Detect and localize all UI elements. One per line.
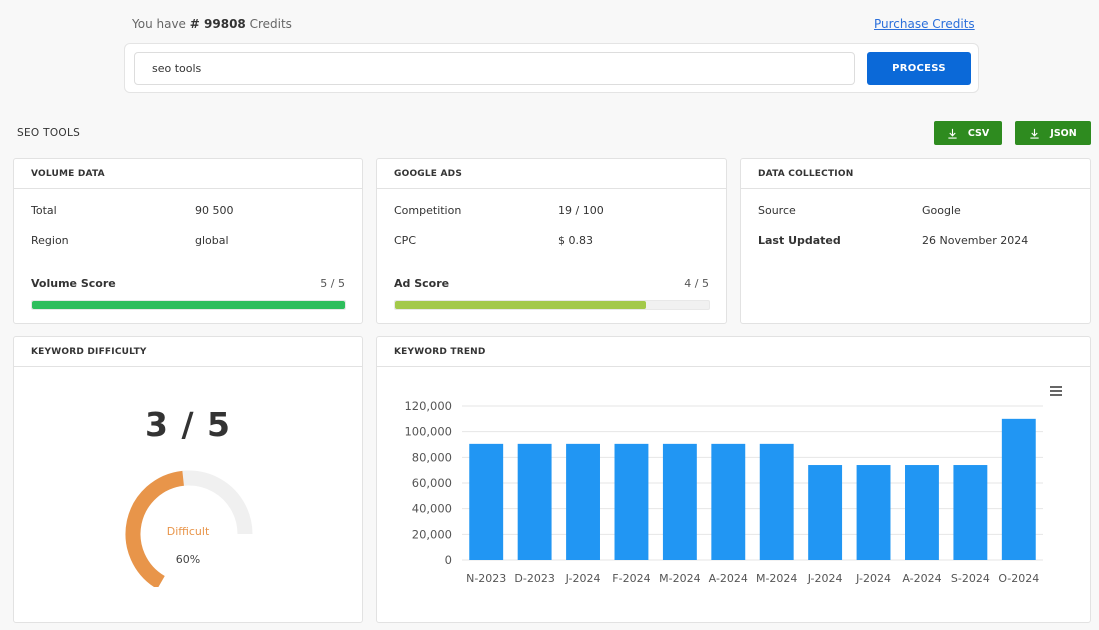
keyword-trend-chart: 0 20,000 40,000 60,000 80,000 100,000 120,000 N… bbox=[404, 399, 1043, 585]
y-tick-label: 40,000 bbox=[412, 502, 452, 516]
credits-prefix: You have bbox=[132, 17, 186, 31]
card-title: VOLUME DATA bbox=[14, 159, 362, 189]
volume-score-value: 5 / 5 bbox=[320, 277, 345, 290]
last-updated-value: 26 November 2024 bbox=[922, 234, 1029, 247]
x-tick-label: A-2024 bbox=[709, 572, 748, 585]
json-label: JSON bbox=[1050, 127, 1077, 139]
x-tick-label: J-2024 bbox=[565, 572, 601, 585]
keyword-search-input[interactable] bbox=[134, 52, 855, 85]
total-value: 90 500 bbox=[195, 204, 234, 217]
competition-label: Competition bbox=[394, 204, 462, 217]
ad-score-bar bbox=[394, 300, 710, 310]
cpc-label: CPC bbox=[394, 234, 416, 247]
volume-score-bar bbox=[31, 300, 346, 310]
bar bbox=[953, 465, 988, 560]
difficulty-label: Difficult bbox=[166, 525, 210, 538]
download-icon bbox=[948, 128, 957, 139]
bar bbox=[662, 443, 697, 560]
csv-download-button[interactable]: CSV bbox=[934, 121, 1002, 145]
x-tick-label: S-2024 bbox=[951, 572, 990, 585]
x-tick-label: M-2024 bbox=[756, 572, 797, 585]
volume-score-label: Volume Score bbox=[31, 277, 116, 290]
region-value: global bbox=[195, 234, 229, 247]
google-ads-card: GOOGLE ADS Competition 19 / 100 CPC $ 0.… bbox=[376, 158, 727, 324]
x-tick-label: J-2024 bbox=[807, 572, 843, 585]
x-tick-label: A-2024 bbox=[902, 572, 941, 585]
cpc-value: $ 0.83 bbox=[558, 234, 593, 247]
bar bbox=[759, 443, 794, 560]
x-tick-label: J-2024 bbox=[855, 572, 891, 585]
difficulty-gauge bbox=[125, 470, 253, 587]
bar bbox=[711, 443, 746, 560]
last-updated-label: Last Updated bbox=[758, 234, 841, 247]
ad-score-fill bbox=[395, 301, 647, 309]
difficulty-score: 3 / 5 bbox=[145, 405, 231, 444]
volume-score-fill bbox=[32, 301, 345, 309]
bar bbox=[808, 465, 843, 560]
y-tick-label: 80,000 bbox=[412, 450, 452, 464]
bar bbox=[856, 465, 891, 560]
gauge-fill bbox=[125, 470, 185, 587]
source-value: Google bbox=[922, 204, 961, 217]
json-download-button[interactable]: JSON bbox=[1015, 121, 1091, 145]
ad-score-value: 4 / 5 bbox=[684, 277, 709, 290]
bar bbox=[1001, 418, 1036, 560]
keyword-difficulty-card: KEYWORD DIFFICULTY 3 / 5 Difficult 60% bbox=[13, 336, 363, 623]
csv-label: CSV bbox=[967, 127, 990, 139]
x-tick-label: M-2024 bbox=[659, 572, 700, 585]
purchase-credits-link[interactable]: Purchase Credits bbox=[874, 17, 975, 31]
hamburger-menu-icon[interactable] bbox=[1050, 386, 1062, 398]
y-tick-label: 60,000 bbox=[412, 476, 452, 490]
y-tick-label: 0 bbox=[445, 553, 452, 567]
total-label: Total bbox=[31, 204, 57, 217]
ad-score-label: Ad Score bbox=[394, 277, 450, 290]
card-title: KEYWORD TREND bbox=[377, 337, 1090, 367]
source-label: Source bbox=[758, 204, 796, 217]
y-tick-label: 120,000 bbox=[404, 399, 452, 413]
x-tick-label: D-2023 bbox=[514, 572, 554, 585]
bar bbox=[566, 443, 600, 560]
volume-data-card: VOLUME DATA Total 90 500 Region global V… bbox=[13, 158, 363, 324]
competition-value: 19 / 100 bbox=[558, 204, 604, 217]
y-tick-label: 100,000 bbox=[404, 425, 452, 439]
bar bbox=[905, 465, 939, 560]
search-panel: PROCESS bbox=[124, 43, 979, 93]
x-tick-label: N-2023 bbox=[466, 572, 506, 585]
region-label: Region bbox=[31, 234, 69, 247]
process-button[interactable]: PROCESS bbox=[867, 52, 971, 85]
card-title: DATA COLLECTION bbox=[741, 159, 1090, 189]
section-title: SEO TOOLS bbox=[17, 127, 81, 139]
credits-value: # 99808 bbox=[189, 17, 246, 31]
download-icon bbox=[1030, 128, 1039, 139]
x-tick-label: O-2024 bbox=[998, 572, 1039, 585]
bar bbox=[517, 443, 552, 560]
y-tick-label: 20,000 bbox=[412, 527, 452, 541]
bar bbox=[469, 443, 504, 560]
credits-suffix: Credits bbox=[249, 17, 292, 31]
data-collection-card: DATA COLLECTION Source Google Last Updat… bbox=[740, 158, 1091, 324]
card-title: GOOGLE ADS bbox=[377, 159, 726, 189]
difficulty-percent: 60% bbox=[175, 553, 201, 566]
card-title: KEYWORD DIFFICULTY bbox=[14, 337, 362, 367]
bar bbox=[614, 443, 649, 560]
credits-text: You have # 99808 Credits bbox=[132, 17, 292, 31]
x-tick-label: F-2024 bbox=[612, 572, 650, 585]
